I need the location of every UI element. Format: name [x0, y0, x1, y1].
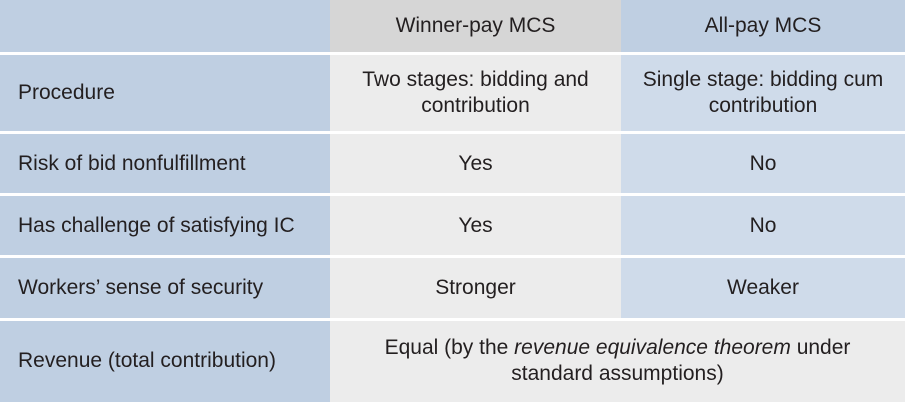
header-row: Winner-pay MCS All-pay MCS [0, 0, 905, 55]
table-row-risk: Risk of bid nonfulfillment Yes No [0, 132, 905, 197]
winner-pay-cell: Stronger [330, 256, 621, 321]
all-pay-cell: No [621, 194, 905, 259]
header-all-pay: All-pay MCS [621, 0, 905, 55]
header-winner-pay: Winner-pay MCS [330, 0, 621, 55]
table-row-ic: Has challenge of satisfying IC Yes No [0, 194, 905, 259]
revenue-text-before: Equal (by the [384, 336, 515, 360]
row-label: Has challenge of satisfying IC [0, 194, 330, 259]
table-row-revenue: Revenue (total contribution) Equal (by t… [0, 319, 905, 402]
revenue-merged-cell: Equal (by the revenue equivalence theore… [330, 319, 905, 402]
revenue-text-after: under standard assumptions) [511, 336, 851, 386]
all-pay-cell: Single stage: bidding cum contribution [621, 53, 905, 135]
table-row-security: Workers’ sense of security Stronger Weak… [0, 256, 905, 321]
winner-pay-cell: Yes [330, 132, 621, 197]
row-label: Revenue (total contribution) [0, 319, 330, 402]
header-corner [0, 0, 330, 55]
revenue-theorem-emphasis: revenue equivalence theorem [514, 336, 791, 360]
row-label: Procedure [0, 53, 330, 135]
all-pay-cell: No [621, 132, 905, 197]
winner-pay-cell: Yes [330, 194, 621, 259]
winner-pay-cell: Two stages: bidding and contribution [330, 53, 621, 135]
row-label: Risk of bid nonfulfillment [0, 132, 330, 197]
all-pay-cell: Weaker [621, 256, 905, 321]
table-row-procedure: Procedure Two stages: bidding and contri… [0, 53, 905, 135]
row-label: Workers’ sense of security [0, 256, 330, 321]
